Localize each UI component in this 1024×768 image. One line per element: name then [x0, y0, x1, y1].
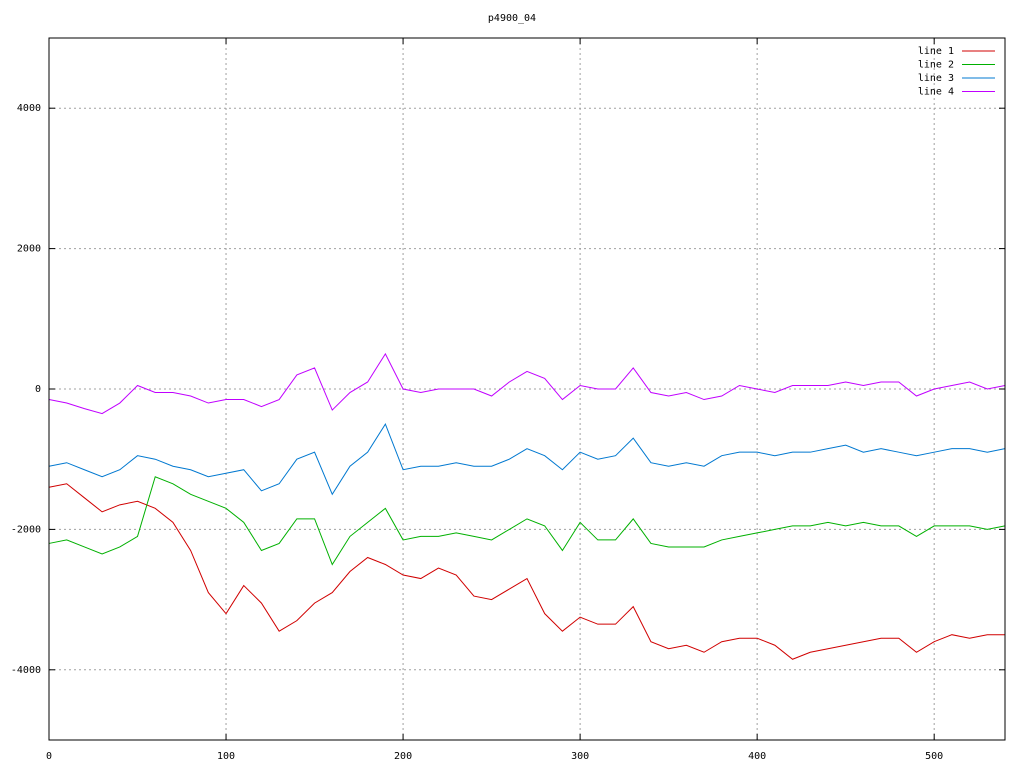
x-tick-label: 300 [571, 751, 589, 762]
line-series [48, 483, 1005, 660]
plot-border [48, 37, 1006, 741]
x-tick-label: 200 [394, 751, 412, 762]
legend-label: line 3 [918, 73, 954, 84]
x-tick-label: 500 [925, 751, 943, 762]
x-tick-label: 100 [217, 751, 235, 762]
y-tick-label: -4000 [11, 665, 41, 676]
line-series [48, 422, 1006, 496]
x-tick-label: 400 [748, 751, 766, 762]
y-tick-label: 0 [35, 384, 41, 395]
y-tick-label: -2000 [11, 524, 41, 535]
line-series [48, 476, 1006, 566]
line-series [48, 352, 1006, 415]
y-tick-label: 4000 [17, 103, 41, 114]
legend-label: line 4 [918, 87, 954, 98]
legend-label: line 2 [918, 60, 954, 71]
y-tick-label: 2000 [17, 244, 41, 255]
chart-title: p4900_04 [488, 13, 536, 24]
legend-label: line 1 [918, 46, 954, 57]
x-tick-label: 0 [46, 751, 52, 762]
